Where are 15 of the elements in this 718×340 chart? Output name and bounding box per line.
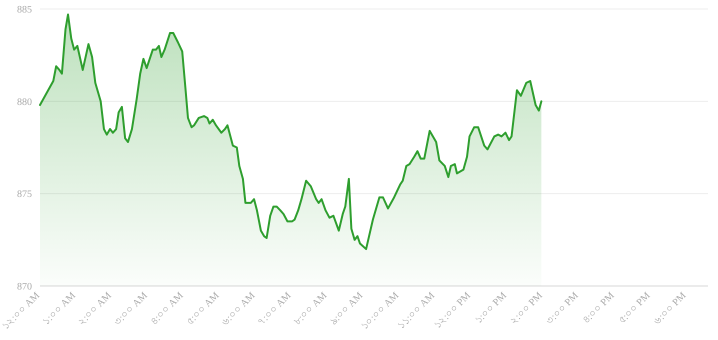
x-tick-label: ১:০০ AM	[40, 290, 78, 328]
x-tick-label: ৫:০০ AM	[184, 290, 222, 328]
x-tick-label: ৫:০০ PM	[616, 290, 653, 326]
x-tick-label: ৪:০০ AM	[148, 290, 186, 328]
x-tick-label: ২:০০ PM	[508, 290, 545, 327]
x-tick-label: ১:০০ PM	[473, 290, 510, 326]
y-tick-label: 875	[17, 189, 32, 200]
x-tick-label: ৭:০০ AM	[256, 290, 294, 328]
x-tick-label: ৩:০০ AM	[112, 290, 150, 328]
y-tick-label: 885	[17, 4, 32, 16]
y-tick-label: 870	[17, 282, 32, 292]
x-tick-label: ৩:০০ PM	[544, 290, 581, 327]
y-tick-label: 880	[17, 96, 32, 108]
x-tick-label: ২:০০ AM	[76, 290, 114, 328]
x-tick-label: ৪:০০ PM	[580, 290, 617, 326]
